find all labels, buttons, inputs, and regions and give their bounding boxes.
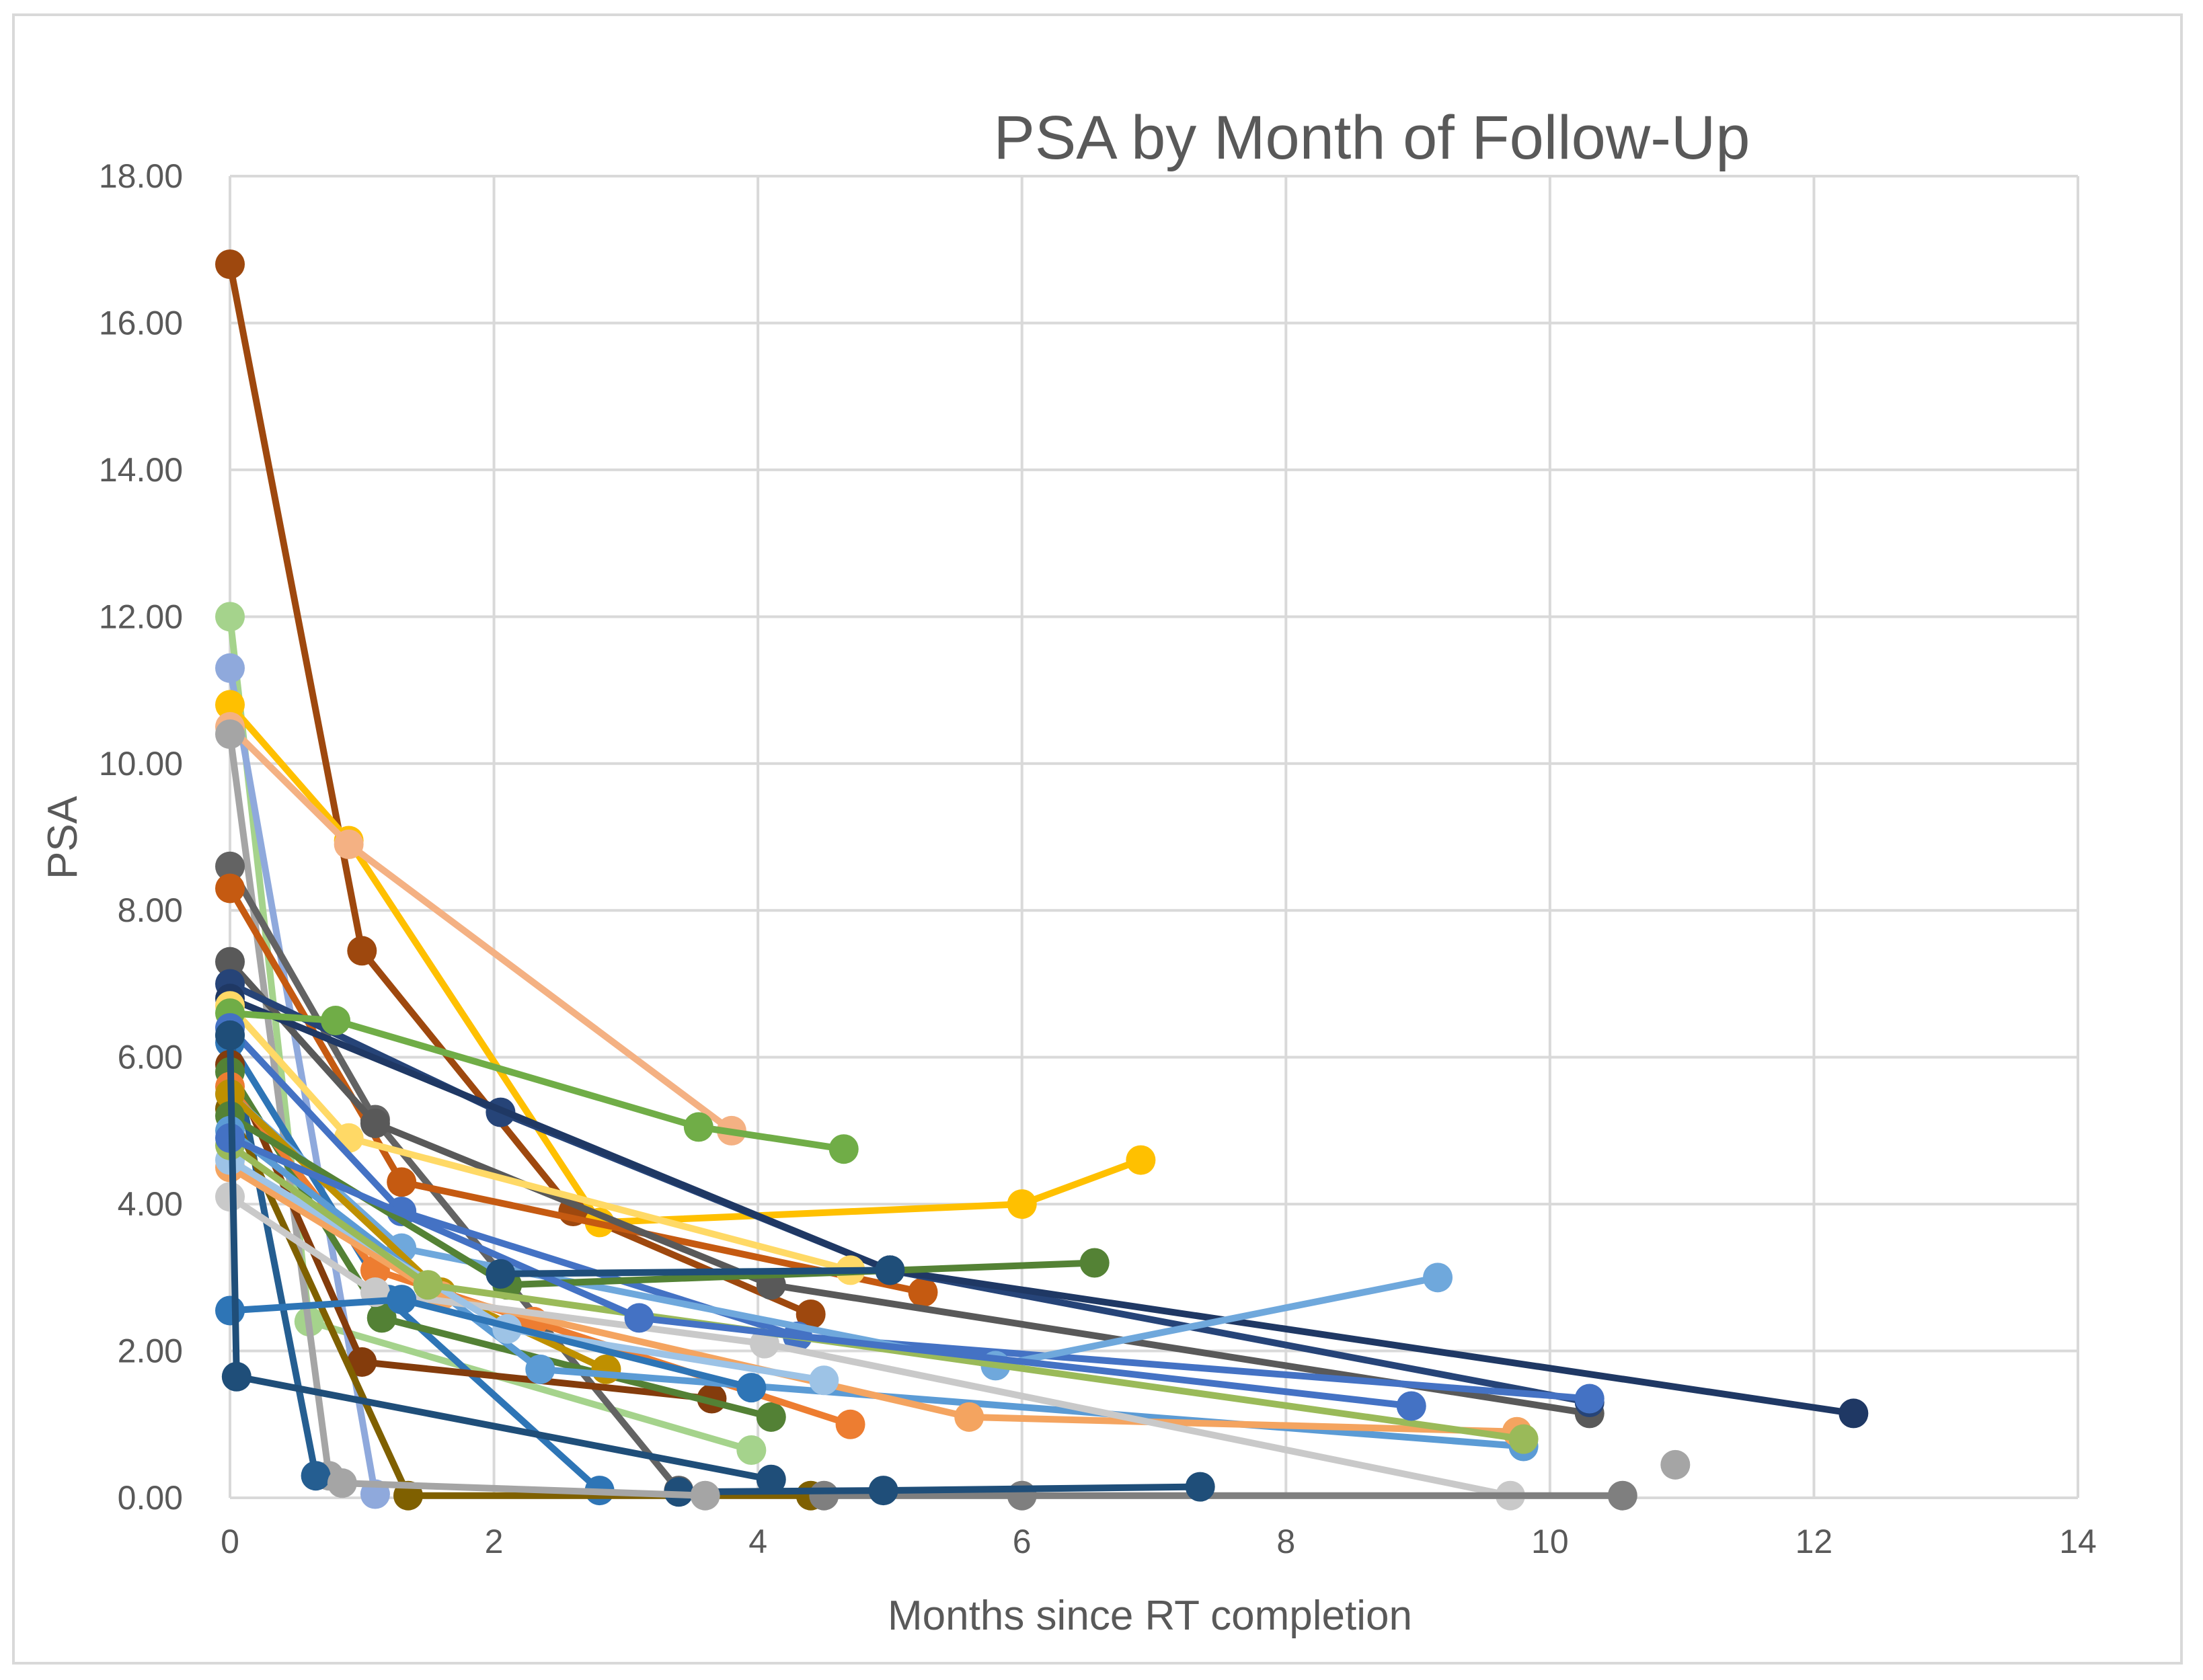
data-point [1508,1424,1539,1454]
data-point [347,936,377,966]
x-tick-label: 8 [1276,1523,1295,1560]
y-axis-title: PSA [40,795,86,879]
data-point [360,1108,390,1138]
data-point [327,1468,357,1498]
series-line [227,1193,1514,1499]
data-point [215,1295,245,1326]
data-point [1079,1248,1110,1278]
series-1 [215,249,826,1329]
data-point [215,690,245,720]
series-line [227,261,814,1318]
x-tick-label: 6 [1013,1523,1032,1560]
x-tick-label: 10 [1531,1523,1569,1560]
data-point [756,1402,786,1432]
y-tick-label: 16.00 [99,304,183,342]
data-point [868,1476,898,1506]
data-point [1423,1263,1453,1293]
data-point [828,1134,859,1164]
series-31 [215,1020,786,1494]
data-point [334,829,364,859]
series-36 [1660,1449,1691,1480]
x-axis-title: Months since RT completion [888,1593,1412,1639]
data-point [525,1354,555,1384]
data-point [954,1402,984,1432]
y-tick-label: 6.00 [118,1039,183,1076]
series-line [227,958,1593,1417]
data-point [215,249,245,280]
data-point [736,1373,767,1403]
data-point [1185,1472,1215,1502]
series-20 [215,1079,1453,1381]
x-tick-label: 4 [748,1523,767,1560]
series-32 [486,1255,905,1289]
data-point [1574,1384,1605,1414]
data-point [809,1480,839,1511]
data-point [624,1303,654,1333]
series-line [497,1267,894,1277]
series-line [227,1164,1520,1435]
data-point [736,1435,767,1466]
data-point [215,602,245,632]
chart-title: PSA by Month of Follow-Up [994,104,1750,172]
data-point [908,1277,938,1308]
data-point [301,1461,331,1491]
data-point [756,1464,786,1494]
data-point [321,1006,351,1036]
series-line [338,1480,709,1499]
x-tick-label: 14 [2059,1523,2097,1560]
x-tick-label: 0 [221,1523,239,1560]
y-tick-label: 0.00 [118,1479,183,1517]
data-point [1126,1145,1156,1175]
data-point [1607,1480,1637,1511]
data-point [835,1409,865,1439]
series-lines [215,249,1869,1511]
y-tick-label: 8.00 [118,891,183,929]
data-point [347,1347,377,1377]
data-point [221,1361,252,1392]
series-8 [215,873,938,1308]
data-point [387,1285,417,1315]
data-point [215,719,245,750]
data-point [215,851,245,881]
y-tick-label: 2.00 [118,1332,183,1370]
data-point [366,1303,397,1333]
data-point [387,1167,417,1197]
data-point [690,1480,720,1511]
data-point [875,1255,905,1285]
data-point [796,1299,826,1329]
x-tick-label: 2 [485,1523,504,1560]
data-point [215,1020,245,1050]
y-tick-label: 10.00 [99,745,183,783]
data-point [413,1270,443,1300]
data-point [591,1354,621,1384]
series-line [227,731,333,1480]
data-point [1007,1480,1037,1511]
y-tick-label: 18.00 [99,157,183,195]
data-point [1396,1391,1426,1421]
data-point [486,1258,516,1289]
y-tick-label: 14.00 [99,451,183,489]
data-point [215,873,245,904]
axis-labels: 0 2 4 6 8 10 12 14 0.00 2.00 4.00 6.00 8.00 10.00 12.0… [99,157,2097,1560]
y-tick-label: 12.00 [99,598,183,635]
data-point [215,653,245,683]
y-tick-label: 4.00 [118,1185,183,1223]
series-line [227,1010,847,1153]
data-point [1007,1189,1037,1219]
data-point [1660,1449,1691,1480]
data-point [215,947,245,977]
x-tick-label: 12 [1795,1523,1833,1560]
chart-frame [12,13,2183,1665]
series-34 [664,1472,1215,1507]
data-point [809,1365,839,1396]
data-point [1839,1398,1869,1429]
data-point [683,1112,713,1142]
series-35 [327,1468,720,1511]
